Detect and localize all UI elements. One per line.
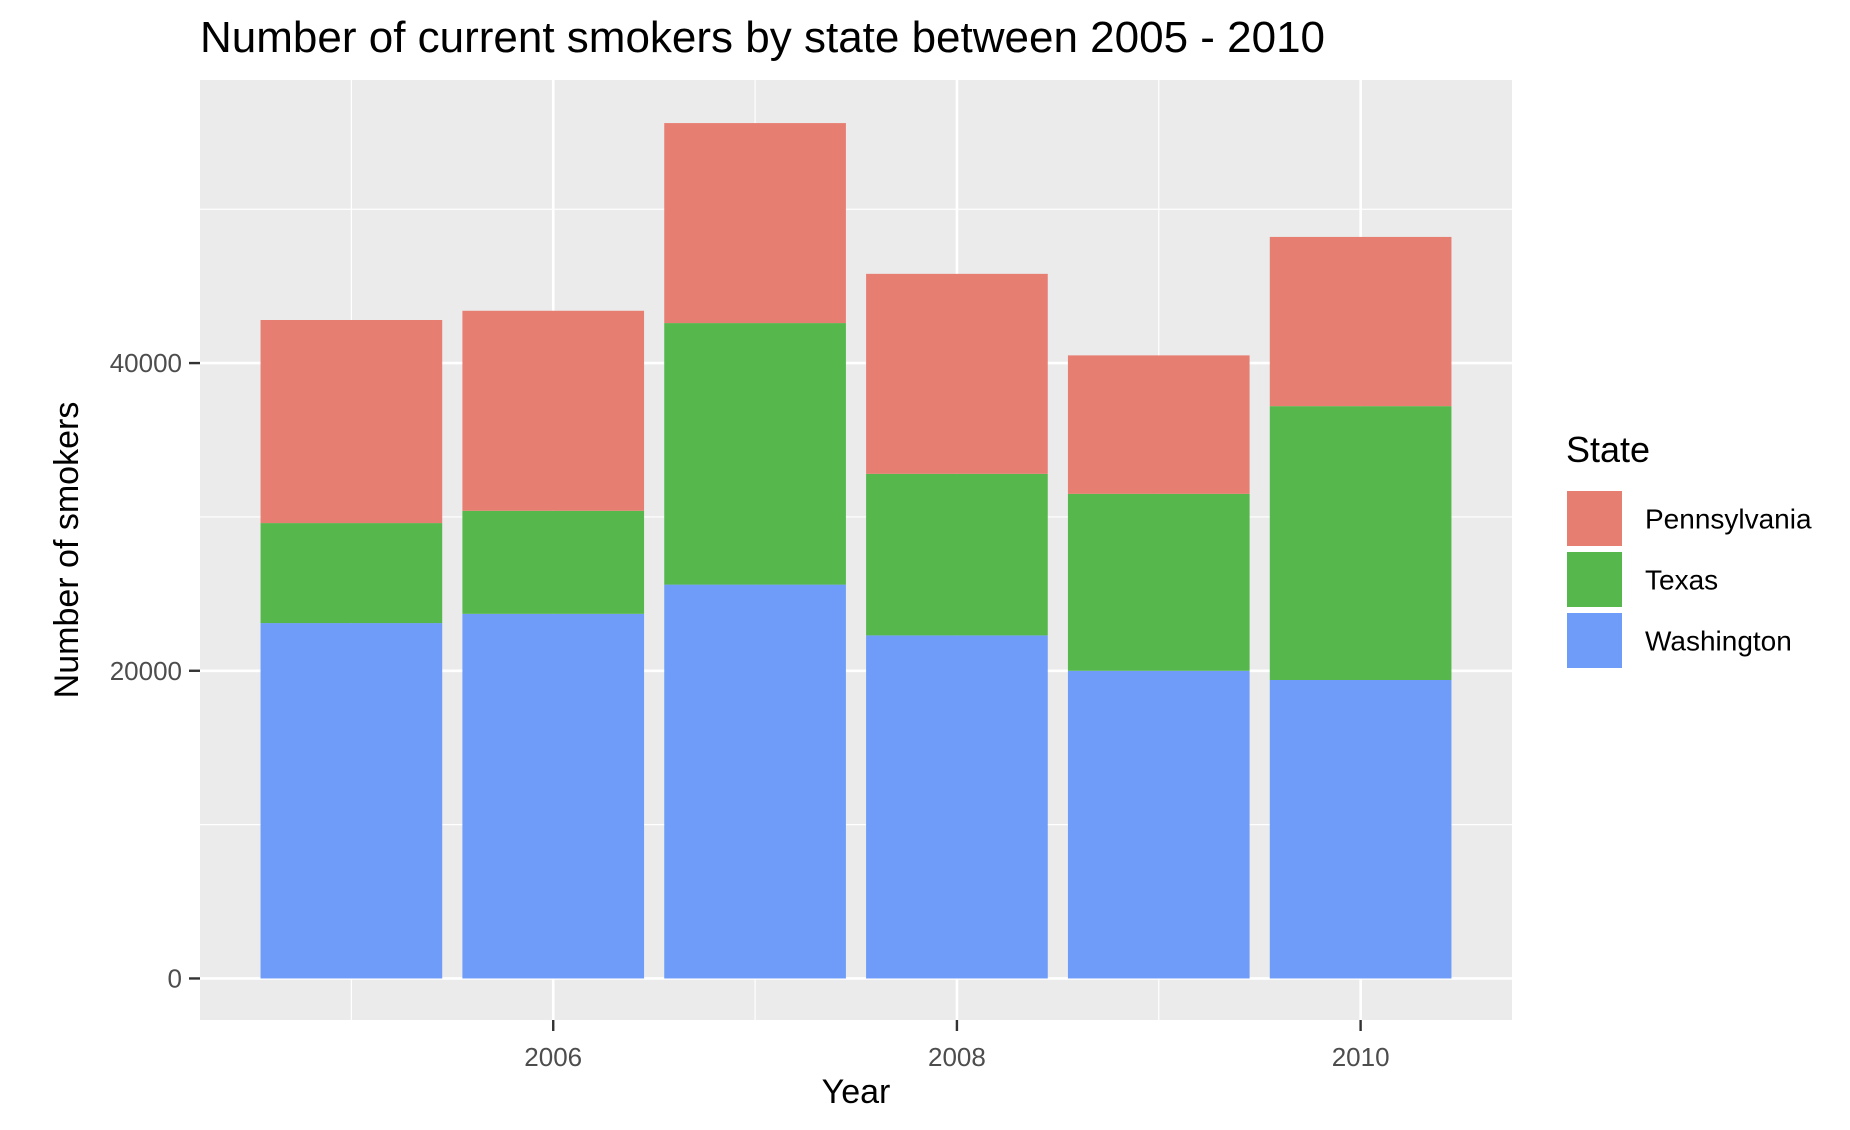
bar-texas-2008 <box>866 473 1048 636</box>
legend-key-pennsylvania <box>1565 489 1624 548</box>
bar-washington-2006 <box>462 613 645 979</box>
bar-texas-2006 <box>462 510 645 614</box>
bar-pennsylvania-2006 <box>462 310 645 511</box>
legend-key-washington <box>1565 611 1624 670</box>
y-tick-label: 40000 <box>110 348 182 378</box>
legend: Pennsylvania Texas Washington <box>1565 489 1812 670</box>
bars <box>260 123 1452 979</box>
bar-pennsylvania-2008 <box>866 273 1048 474</box>
bar-washington-2005 <box>260 623 443 979</box>
y-tick-label: 0 <box>168 963 182 993</box>
y-axis: 0 20000 40000 <box>110 348 200 993</box>
chart-title: Number of current smokers by state betwe… <box>200 13 1325 62</box>
legend-label-washington: Washington <box>1645 626 1792 657</box>
y-axis-title: Number of smokers <box>48 402 86 699</box>
legend-label-texas: Texas <box>1645 565 1718 596</box>
bar-texas-2005 <box>260 523 443 624</box>
x-tick-label: 2006 <box>524 1042 582 1072</box>
legend-key-texas <box>1565 550 1624 609</box>
bar-pennsylvania-2007 <box>664 123 846 324</box>
x-tick-label: 2008 <box>928 1042 986 1072</box>
bar-washington-2007 <box>664 584 846 979</box>
bar-washington-2009 <box>1067 670 1250 979</box>
x-tick-label: 2010 <box>1332 1042 1390 1072</box>
bar-texas-2009 <box>1067 493 1250 671</box>
bar-washington-2008 <box>866 635 1048 979</box>
bar-pennsylvania-2010 <box>1269 236 1452 407</box>
bar-texas-2007 <box>664 323 846 585</box>
legend-title: State <box>1566 429 1650 470</box>
bar-texas-2010 <box>1269 406 1452 680</box>
x-axis: 2006 2008 2010 <box>524 1020 1390 1072</box>
y-tick-label: 20000 <box>110 656 182 686</box>
x-axis-title: Year <box>822 1073 891 1111</box>
bar-pennsylvania-2009 <box>1067 355 1250 494</box>
bar-pennsylvania-2005 <box>260 320 443 524</box>
bar-washington-2010 <box>1269 680 1452 979</box>
legend-label-pennsylvania: Pennsylvania <box>1645 504 1812 535</box>
